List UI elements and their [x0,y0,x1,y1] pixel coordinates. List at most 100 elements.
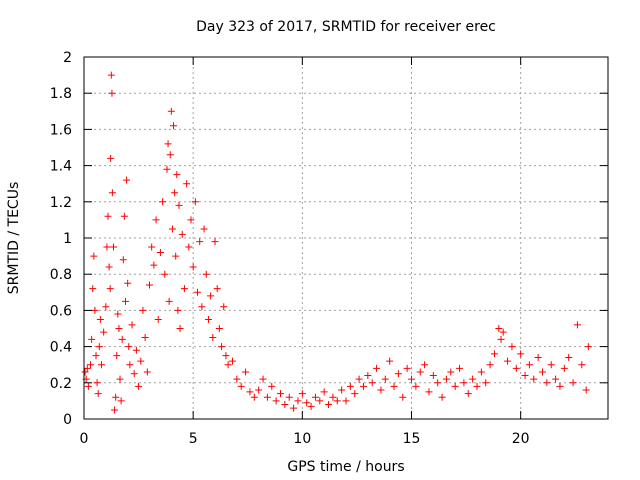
data-point [311,393,319,401]
x-axis-label: GPS time / hours [287,459,404,475]
data-point [167,107,175,115]
data-point [159,198,167,206]
data-point [200,225,208,233]
data-point [573,321,581,329]
data-point [126,361,134,369]
data-point [128,321,136,329]
data-point [386,357,394,365]
data-point [171,189,179,197]
data-point [552,375,560,383]
data-point [95,343,103,351]
data-point [303,399,311,407]
data-point [174,306,182,314]
data-point [194,288,202,296]
data-point [109,243,117,251]
data-point [373,364,381,372]
data-point [512,364,520,372]
data-point [381,375,389,383]
data-point [451,382,459,390]
data-point [81,368,89,376]
data-point [464,390,472,398]
data-point [198,303,206,311]
data-point [399,393,407,401]
data-point [469,375,477,383]
data-point [91,306,99,314]
data-point [582,386,590,394]
data-point [482,379,490,387]
data-point [170,122,178,130]
ticks-layer: 00.20.40.60.811.21.41.61.820 5 10 15 20 [50,50,608,447]
data-point [141,334,149,342]
data-point [584,343,592,351]
data-point [156,248,164,256]
data-point [191,198,199,206]
data-point [539,368,546,376]
data-point [137,357,145,365]
data-point [164,140,172,148]
data-point [277,390,284,398]
data-point [508,343,516,351]
data-point [228,357,236,365]
data-point [547,361,555,369]
data-point [364,372,372,380]
data-point [117,397,125,405]
data-point [316,397,324,405]
data-point [338,386,346,394]
grid-layer [84,57,608,419]
x-tick-label: 15 [403,431,421,447]
data-point [100,328,108,336]
data-point [168,225,176,233]
data-point [121,297,129,305]
data-point [154,315,162,323]
data-point [135,382,143,390]
data-point [307,402,315,410]
data-point [255,386,263,394]
data-point [237,382,245,390]
data-point [130,370,138,378]
data-point [87,361,95,369]
data-point [325,401,333,409]
data-point [460,379,468,387]
data-point [521,372,529,380]
data-point [425,388,433,396]
data-point [416,368,424,376]
data-point [490,350,498,358]
data-point [320,388,328,396]
y-tick-label: 0 [63,412,72,428]
data-point [495,325,503,332]
data-point [377,386,385,394]
data-point [565,353,573,361]
data-point [429,372,437,380]
data-point [246,388,254,396]
data-point [112,393,120,401]
data-point [89,285,97,293]
data-point [259,375,267,383]
data-point [268,382,276,390]
data-point [165,297,173,305]
y-axis-label: SRMTID / TECUs [6,182,22,295]
data-point [504,357,512,365]
data-point [447,368,455,376]
y-tick-label: 1.6 [50,122,72,138]
y-tick-label: 2 [63,50,72,66]
data-point [525,361,533,369]
data-point [456,364,464,372]
data-point [218,343,226,351]
data-point [116,375,124,383]
y-tick-label: 1 [63,231,72,247]
data-point [497,335,505,343]
data-point [408,375,415,383]
data-point [107,154,115,162]
data-point [346,382,354,390]
data-point [486,361,494,369]
data-point [108,189,116,197]
data-point [90,252,98,260]
data-point [368,379,376,387]
data-point [132,346,140,354]
x-tick-label: 5 [189,431,198,447]
data-point [102,303,110,311]
data-point [166,151,174,159]
y-tick-label: 0.2 [50,376,72,392]
data-point [403,364,411,372]
